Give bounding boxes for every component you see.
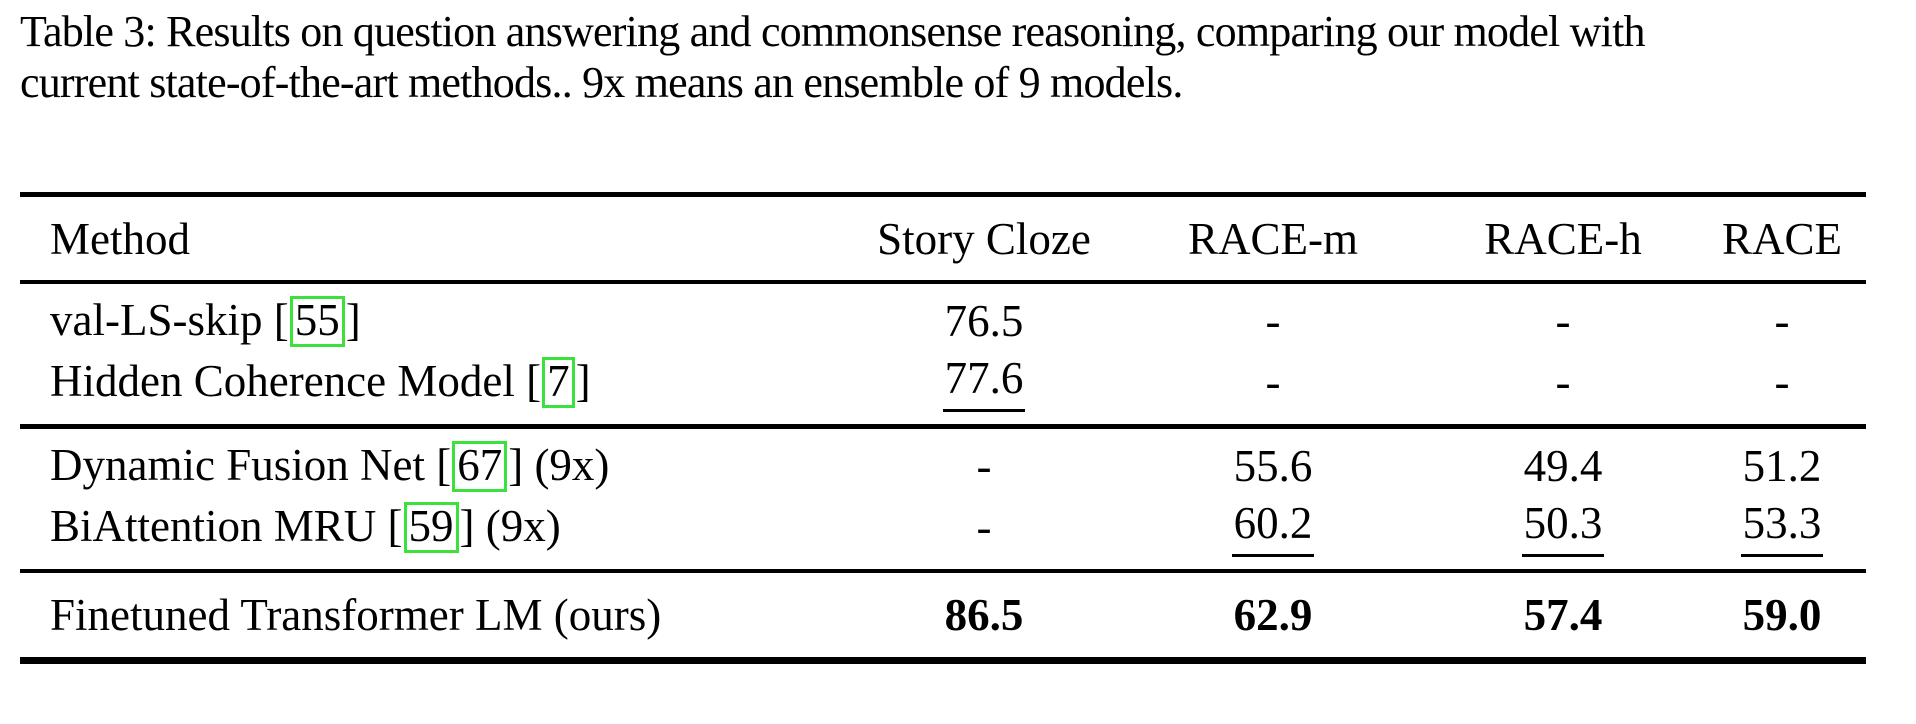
method-name: BiAttention MRU [ (50, 500, 403, 551)
value-cell-race-m: 60.2 (1118, 497, 1428, 557)
value-cell-race-m: 62.9 (1233, 590, 1313, 640)
column-header-story-cloze: Story Cloze (877, 213, 1091, 264)
value-cell-race-h: - (1555, 356, 1571, 407)
value-cell-story-cloze: 77.6 (850, 352, 1118, 412)
value-cell-story-cloze: - (976, 440, 992, 491)
method-name: val-LS-skip [ (50, 294, 289, 345)
value-cell-story-cloze: 86.5 (944, 590, 1024, 640)
citation-link[interactable]: 67 (452, 440, 508, 493)
value-cell-race-m: 55.6 (1233, 440, 1313, 491)
caption-line-1: Table 3: Results on question answering a… (20, 7, 1646, 56)
table-top-rule (20, 192, 1866, 197)
value-cell-race: - (1774, 295, 1790, 346)
value-cell-race-h: 57.4 (1523, 590, 1603, 640)
table-row-val-ls-skip: val-LS-skip [55] 76.5 - - - (20, 290, 1866, 351)
value-cell-race-h: - (1555, 295, 1571, 346)
method-cell: val-LS-skip [55] (20, 294, 850, 348)
method-cell: Hidden Coherence Model [7] (20, 355, 850, 409)
value-cell-race: - (1774, 356, 1790, 407)
column-header-race-h: RACE-h (1484, 213, 1642, 264)
header-divider-rule (20, 280, 1866, 284)
table-row-biattention-mru: BiAttention MRU [59] (9x) - 60.2 50.3 53… (20, 496, 1866, 557)
underlined-value: 53.3 (1740, 497, 1824, 557)
table-bottom-rule (20, 657, 1866, 664)
underlined-value: 60.2 (1231, 497, 1315, 557)
method-cell: Finetuned Transformer LM (ours) (50, 590, 662, 640)
method-cell: Dynamic Fusion Net [67] (9x) (20, 439, 850, 493)
results-table: Method Story Cloze RACE-m RACE-h RACE va… (20, 192, 1866, 664)
method-name: Dynamic Fusion Net [ (50, 439, 452, 490)
underlined-value: 77.6 (942, 352, 1026, 412)
final-divider-rule (20, 569, 1866, 573)
column-header-method: Method (50, 213, 190, 264)
section-race-baselines: Dynamic Fusion Net [67] (9x) - 55.6 49.4… (20, 429, 1866, 569)
value-cell-race-m: - (1265, 295, 1281, 346)
value-cell-race-h: 49.4 (1523, 440, 1603, 491)
value-cell-story-cloze: 76.5 (944, 295, 1024, 346)
value-cell-story-cloze: - (976, 501, 992, 552)
table-row-dynamic-fusion-net: Dynamic Fusion Net [67] (9x) - 55.6 49.4… (20, 435, 1866, 496)
section-divider-rule (20, 424, 1866, 429)
value-cell-race: 59.0 (1742, 590, 1822, 640)
table-caption: Table 3: Results on question answering a… (20, 6, 1910, 108)
value-cell-race: 51.2 (1742, 440, 1822, 491)
method-suffix: ] (575, 355, 591, 406)
method-suffix: ] (345, 294, 361, 345)
value-cell-race: 53.3 (1698, 497, 1866, 557)
table-header-row: Method Story Cloze RACE-m RACE-h RACE (20, 197, 1866, 280)
citation-link[interactable]: 7 (542, 356, 575, 409)
column-header-race-m: RACE-m (1187, 213, 1358, 264)
column-header-race: RACE (1721, 213, 1842, 264)
citation-link[interactable]: 59 (403, 501, 459, 554)
value-cell-race-m: - (1265, 356, 1281, 407)
table-row-finetuned-transformer-lm: Finetuned Transformer LM (ours) 86.5 62.… (20, 573, 1866, 657)
caption-line-2: current state-of-the-art methods.. 9x me… (20, 58, 1183, 107)
method-name: Hidden Coherence Model [ (50, 355, 542, 406)
method-cell: BiAttention MRU [59] (9x) (20, 500, 850, 554)
underlined-value: 50.3 (1521, 497, 1605, 557)
table-row-hidden-coherence-model: Hidden Coherence Model [7] 77.6 - - - (20, 351, 1866, 412)
method-suffix: ] (9x) (508, 439, 610, 490)
citation-link[interactable]: 55 (289, 295, 345, 348)
value-cell-race-h: 50.3 (1428, 497, 1698, 557)
section-story-cloze-baselines: val-LS-skip [55] 76.5 - - - Hidden Coher… (20, 284, 1866, 424)
method-suffix: ] (9x) (459, 500, 561, 551)
